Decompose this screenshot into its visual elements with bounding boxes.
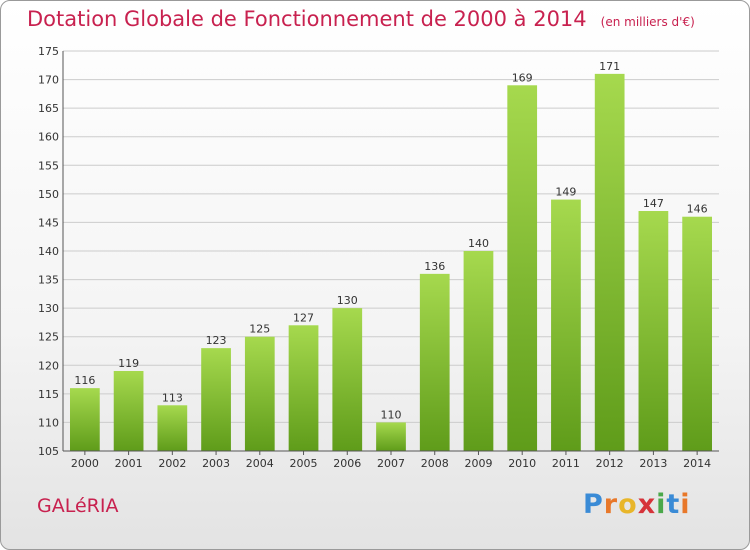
logo-letter: P: [583, 489, 604, 520]
data-label: 125: [249, 323, 270, 336]
logo-letter: o: [618, 489, 638, 520]
bar: [157, 405, 188, 451]
data-label: 130: [337, 294, 358, 307]
bar: [419, 273, 450, 451]
proxiti-logo: Proxiti: [583, 489, 691, 520]
y-tick-label: 115: [38, 388, 59, 401]
bar: [113, 371, 144, 451]
x-tick-label: 2011: [552, 457, 580, 470]
bar: [682, 216, 713, 451]
chart-unit: (en milliers d'€): [600, 15, 695, 29]
commune-name: GALéRIA: [37, 495, 119, 517]
bar: [376, 422, 406, 451]
y-tick-label: 105: [38, 445, 59, 458]
logo-letter: x: [637, 489, 657, 520]
x-tick-label: 2013: [639, 457, 667, 470]
chart-title-text: Dotation Globale de Fonctionnement de 20…: [27, 7, 587, 31]
x-tick-label: 2008: [421, 457, 449, 470]
data-label: 140: [468, 237, 489, 250]
x-tick-label: 2003: [202, 457, 230, 470]
bar: [463, 251, 494, 451]
x-tick-label: 2009: [464, 457, 492, 470]
logo-letter: i: [680, 489, 691, 520]
y-tick-label: 175: [38, 45, 59, 58]
bar: [638, 211, 669, 451]
logo-letter: r: [603, 489, 619, 520]
y-tick-label: 165: [38, 102, 59, 115]
x-tick-label: 2004: [246, 457, 274, 470]
bar: [594, 73, 625, 451]
x-tick-label: 2000: [71, 457, 99, 470]
data-label: 146: [687, 203, 708, 216]
data-label: 113: [162, 391, 183, 404]
y-tick-label: 155: [38, 159, 59, 172]
logo-letter: t: [666, 489, 681, 520]
x-tick-label: 2012: [596, 457, 624, 470]
data-label: 119: [118, 357, 139, 370]
bar: [69, 388, 100, 451]
data-label: 123: [206, 334, 227, 347]
y-tick-label: 110: [38, 416, 59, 429]
y-tick-label: 145: [38, 216, 59, 229]
bar: [507, 85, 538, 452]
bar: [201, 348, 231, 451]
x-tick-label: 2014: [683, 457, 711, 470]
y-tick-label: 150: [38, 188, 59, 201]
bar: [332, 308, 363, 451]
bar: [244, 336, 275, 451]
x-tick-label: 2007: [377, 457, 405, 470]
x-tick-label: 2002: [158, 457, 186, 470]
data-label: 149: [555, 186, 576, 199]
x-tick-label: 2001: [115, 457, 143, 470]
logo-letter: i: [656, 489, 667, 520]
y-tick-label: 130: [38, 302, 59, 315]
x-tick-label: 2005: [290, 457, 318, 470]
data-label: 110: [381, 408, 402, 421]
data-label: 171: [599, 60, 620, 73]
x-tick-label: 2010: [508, 457, 536, 470]
y-tick-label: 125: [38, 331, 59, 344]
data-label: 169: [512, 71, 533, 84]
data-label: 147: [643, 197, 664, 210]
y-tick-label: 135: [38, 274, 59, 287]
y-tick-label: 120: [38, 359, 59, 372]
chart-title: Dotation Globale de Fonctionnement de 20…: [27, 7, 695, 31]
x-tick-label: 2006: [333, 457, 361, 470]
data-label: 127: [293, 311, 314, 324]
bar: [551, 199, 581, 451]
bar: [288, 325, 319, 451]
y-tick-label: 170: [38, 74, 59, 87]
data-label: 136: [424, 260, 445, 273]
y-tick-label: 160: [38, 131, 59, 144]
data-label: 116: [74, 374, 95, 387]
y-tick-label: 140: [38, 245, 59, 258]
